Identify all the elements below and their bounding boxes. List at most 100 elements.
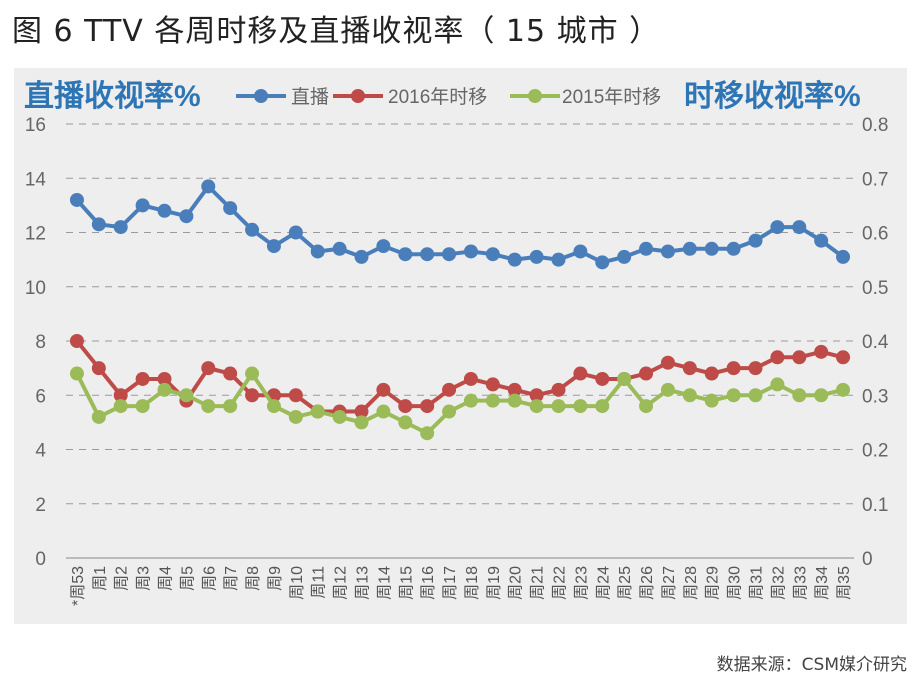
data-point (179, 209, 194, 224)
left-tick-label: 14 (25, 169, 47, 190)
data-point (814, 233, 829, 248)
data-point (726, 361, 741, 376)
data-point (485, 377, 500, 392)
data-point (157, 371, 172, 386)
right-tick-label: 0.8 (862, 115, 888, 136)
axes: 16 0.8 14 0.7 12 0.6 10 0.5 8 0.4 6 0.3 4 0.2 2 0.1 0 0 *周… (25, 115, 889, 606)
legend-marker (351, 89, 365, 103)
right-tick-label: 0 (862, 549, 873, 570)
data-point (398, 415, 413, 430)
data-point (463, 371, 478, 386)
data-point (288, 388, 303, 403)
data-point (573, 244, 588, 259)
left-axis-label: 直播收视率% (24, 80, 201, 113)
data-point (551, 382, 566, 397)
right-tick-label: 0.7 (862, 169, 888, 190)
data-point (113, 399, 128, 414)
x-tick-label: 周34 (814, 566, 831, 600)
data-point (442, 247, 457, 262)
x-tick-label: 周6 (201, 566, 218, 591)
data-point (814, 388, 829, 403)
x-tick-label: 周26 (639, 566, 656, 600)
x-tick-label: 周32 (770, 566, 787, 600)
data-point (332, 409, 347, 424)
data-point (507, 382, 522, 397)
data-point (266, 239, 281, 254)
left-tick-label: 6 (35, 386, 46, 407)
right-tick-label: 0.1 (862, 495, 888, 516)
data-point (770, 220, 785, 235)
data-point (69, 366, 84, 381)
x-tick-label: 周18 (464, 566, 481, 600)
x-tick-label: 周11 (311, 566, 328, 599)
left-tick-label: 4 (35, 441, 46, 462)
source-note: 数据来源：CSM媒介研究 (716, 655, 907, 675)
right-tick-label: 0.3 (862, 386, 888, 407)
data-point (420, 399, 435, 414)
x-tick-label: 周35 (836, 566, 853, 600)
data-point (91, 361, 106, 376)
x-tick-label: 周9 (267, 566, 284, 591)
data-point (573, 399, 588, 414)
right-axis-label: 时移收视率% (684, 80, 861, 113)
data-point (595, 255, 610, 270)
data-point (201, 361, 216, 376)
legend-label: 2015年时移 (562, 86, 661, 108)
x-tick-label: 周28 (683, 566, 700, 600)
data-point (354, 249, 369, 264)
data-point (485, 247, 500, 262)
legend-item: 2015年时移 (510, 86, 661, 108)
data-point (792, 388, 807, 403)
data-point (376, 382, 391, 397)
data-point (157, 382, 172, 397)
data-point (376, 404, 391, 419)
data-point (91, 409, 106, 424)
right-tick-label: 0.4 (862, 332, 889, 353)
x-tick-label: 周8 (245, 566, 262, 591)
chart-panel: 16 0.8 14 0.7 12 0.6 10 0.5 8 0.4 6 0.3 4 0.2 2 0.1 0 0 *周… (14, 68, 907, 624)
x-tick-label: 周13 (355, 566, 372, 600)
data-point (770, 377, 785, 392)
legend-marker (254, 89, 268, 103)
data-point (223, 366, 238, 381)
data-point (69, 334, 84, 348)
x-tick-label: 周17 (442, 566, 459, 600)
data-point (639, 241, 654, 256)
x-tick-label: 周31 (749, 566, 766, 600)
data-point (617, 371, 632, 386)
data-point (245, 222, 260, 237)
data-point (157, 203, 172, 218)
data-point (376, 239, 391, 254)
left-tick-label: 12 (25, 224, 46, 245)
series (69, 179, 851, 441)
line-chart: 16 0.8 14 0.7 12 0.6 10 0.5 8 0.4 6 0.3 4 0.2 2 0.1 0 0 *周… (24, 80, 889, 606)
x-tick-label: 周30 (727, 566, 744, 600)
data-point (529, 249, 544, 264)
data-point (660, 382, 675, 397)
chart-title: 图 6 TTV 各周时移及直播收视率（ 15 城市 ） (12, 14, 661, 49)
x-tick-label: 周33 (792, 566, 809, 600)
data-point (529, 399, 544, 414)
data-point (770, 350, 785, 365)
data-point (91, 217, 106, 232)
data-point (113, 220, 128, 235)
x-tick-label: 周10 (289, 566, 306, 600)
data-point (704, 366, 719, 381)
data-point (726, 241, 741, 256)
data-point (682, 241, 697, 256)
data-point (639, 399, 654, 414)
data-point (463, 393, 478, 408)
data-point (201, 179, 216, 194)
x-tick-label: 周1 (92, 566, 109, 591)
data-point (748, 388, 763, 403)
data-point (507, 252, 522, 267)
x-tick-label: 周4 (158, 566, 175, 591)
left-tick-label: 16 (25, 115, 46, 136)
data-point (420, 247, 435, 262)
right-tick-label: 0.6 (862, 224, 888, 245)
data-point (266, 399, 281, 414)
legend: 直播收视率% 时移收视率% 直播 2016年时移 2015年时移 (24, 80, 861, 113)
x-tick-label: 周20 (508, 566, 525, 600)
data-point (682, 361, 697, 376)
data-point (485, 393, 500, 408)
